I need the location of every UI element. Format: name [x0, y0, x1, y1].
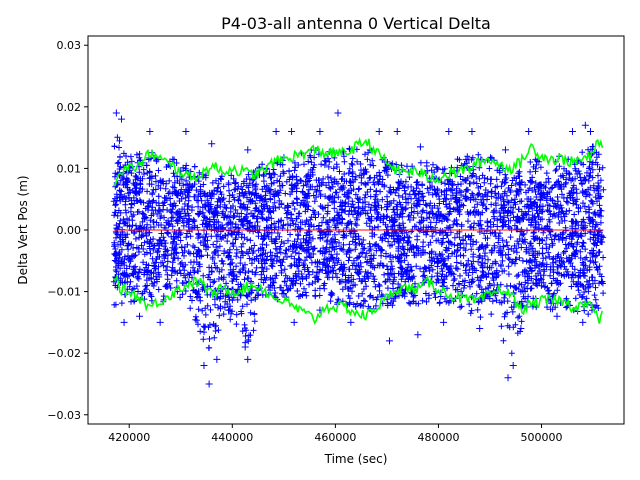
outlier-point	[290, 318, 298, 326]
outlier-point	[200, 361, 208, 369]
outlier-point	[445, 127, 453, 135]
x-axis: 420000 440000 460000 480000 500000	[108, 424, 563, 444]
outlier-point	[416, 143, 424, 151]
outlier-point	[288, 127, 296, 135]
x-tick-label: 460000	[314, 431, 356, 444]
outlier-point	[553, 312, 561, 320]
outlier-point	[517, 325, 525, 333]
y-axis-label: Delta Vert Pos (m)	[16, 175, 30, 284]
outlier-point	[440, 318, 448, 326]
y-tick-label: −0.02	[47, 347, 81, 360]
outlier-point	[316, 127, 324, 135]
outlier-markers	[112, 109, 594, 388]
outlier-point	[525, 127, 533, 135]
x-tick-label: 480000	[417, 431, 459, 444]
y-axis: −0.03 −0.02 −0.01 0.00 0.01 0.02 0.03	[47, 39, 88, 422]
outlier-point	[393, 127, 401, 135]
outlier-point	[244, 355, 252, 363]
outlier-point	[375, 127, 383, 135]
x-tick-label: 420000	[108, 431, 150, 444]
upper-envelope-line	[113, 136, 604, 187]
outlier-point	[476, 325, 484, 333]
outlier-point	[386, 337, 393, 345]
outlier-point	[205, 380, 213, 388]
envelope-lines	[113, 136, 604, 326]
lower-envelope-line	[113, 274, 604, 326]
y-tick-label: 0.02	[57, 101, 82, 114]
outlier-point	[156, 318, 164, 326]
outlier-point	[146, 127, 154, 135]
outlier-point	[501, 146, 509, 154]
y-tick-label: −0.03	[47, 409, 81, 422]
outlier-point	[120, 318, 128, 326]
y-tick-label: −0.01	[47, 286, 81, 299]
outlier-point	[213, 355, 221, 363]
outlier-point	[244, 146, 252, 154]
y-tick-label: 0.03	[57, 39, 82, 52]
outlier-point	[136, 312, 144, 320]
plot-area	[110, 109, 607, 388]
x-tick-label: 500000	[521, 431, 563, 444]
chart-title: P4-03-all antenna 0 Vertical Delta	[221, 14, 491, 33]
y-tick-label: 0.01	[57, 162, 82, 175]
outlier-point	[272, 127, 280, 135]
outlier-point	[347, 318, 355, 326]
outlier-point	[414, 331, 422, 339]
outlier-point	[581, 121, 589, 129]
x-axis-label: Time (sec)	[324, 452, 388, 466]
outlier-point	[509, 361, 517, 369]
outlier-point	[112, 109, 120, 117]
outlier-point	[468, 127, 476, 135]
outlier-point	[182, 127, 190, 135]
outlier-point	[118, 115, 125, 123]
outlier-point	[241, 343, 249, 351]
outlier-point	[334, 109, 342, 117]
outlier-point	[579, 318, 587, 326]
x-tick-label: 440000	[211, 431, 253, 444]
outlier-point	[208, 140, 216, 148]
outlier-point	[504, 374, 512, 382]
outlier-point	[587, 127, 594, 135]
outlier-point	[568, 127, 576, 135]
y-tick-label: 0.00	[57, 224, 82, 237]
